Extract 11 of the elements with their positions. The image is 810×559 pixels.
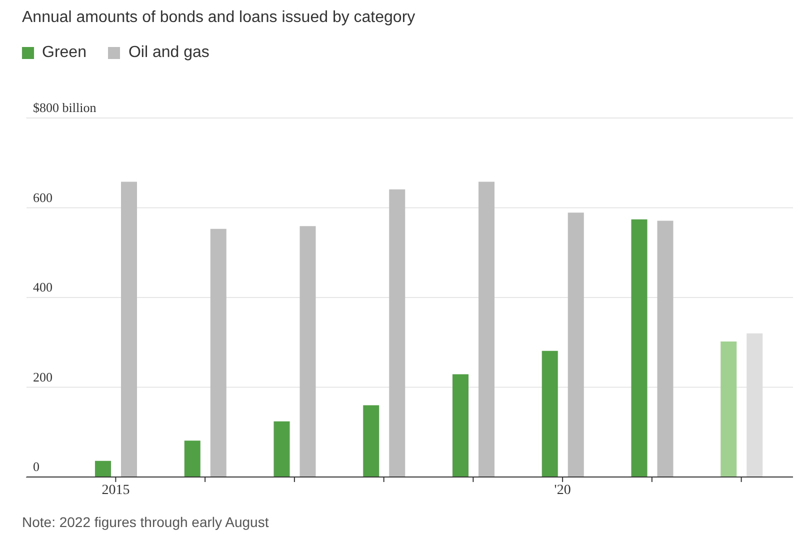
- y-tick-label: 400: [33, 280, 52, 294]
- legend-label: Green: [42, 44, 86, 62]
- y-tick-label: 200: [33, 369, 52, 384]
- y-tick-label: 600: [33, 190, 52, 205]
- x-tick-label: 2015: [102, 482, 130, 498]
- y-tick-label: $800 billion: [33, 100, 97, 115]
- y-tick-label: 0: [33, 459, 40, 474]
- chart-title: Annual amounts of bonds and loans issued by category: [22, 9, 416, 27]
- text: Note: 2022 figures through early August: [22, 514, 269, 530]
- x-tick-label: '20: [554, 482, 571, 498]
- legend-label: Oil and gas: [128, 44, 210, 62]
